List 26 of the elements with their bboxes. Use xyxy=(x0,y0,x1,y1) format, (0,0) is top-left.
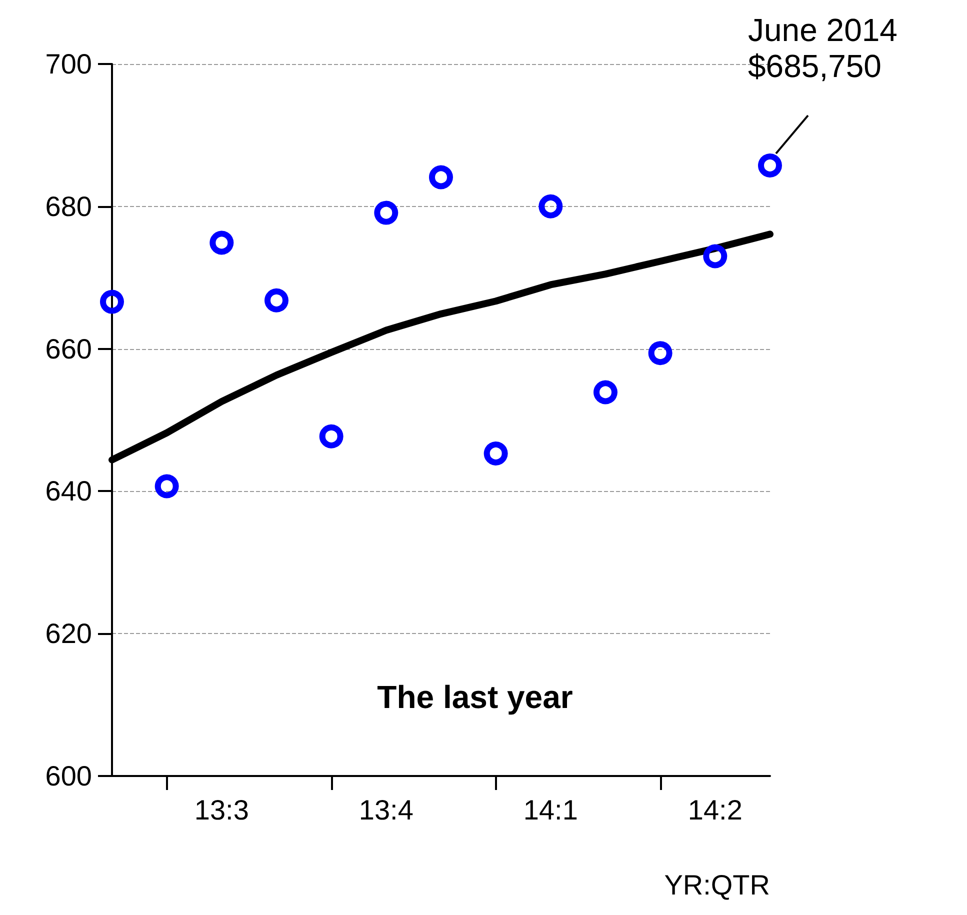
x-tick-label: 14:1 xyxy=(523,794,578,826)
y-tick-label: 700 xyxy=(45,48,92,80)
y-tick-label: 600 xyxy=(45,760,92,792)
point xyxy=(319,424,344,448)
y-tick-label: 620 xyxy=(45,618,92,650)
text: The last year xyxy=(377,679,573,715)
y-tick-label: 680 xyxy=(45,190,92,222)
x-tick-label: 13:4 xyxy=(358,794,414,826)
point xyxy=(210,230,234,255)
point xyxy=(538,194,563,218)
point xyxy=(429,165,453,190)
point xyxy=(703,244,728,268)
y-tick-label: 640 xyxy=(45,476,92,507)
y-tick-label: 660 xyxy=(45,333,92,364)
point xyxy=(484,441,508,466)
x-axis-title: YR:QTR xyxy=(664,870,770,900)
point xyxy=(648,341,672,366)
point xyxy=(154,474,179,498)
point xyxy=(264,288,288,312)
x-tick-label: 13:3 xyxy=(194,794,249,826)
point xyxy=(100,290,124,314)
point xyxy=(594,380,618,404)
x-tick-label: 14:2 xyxy=(688,794,742,826)
point xyxy=(758,153,782,178)
annotation: June 2014 $685,750 xyxy=(748,12,898,84)
point xyxy=(374,200,398,225)
